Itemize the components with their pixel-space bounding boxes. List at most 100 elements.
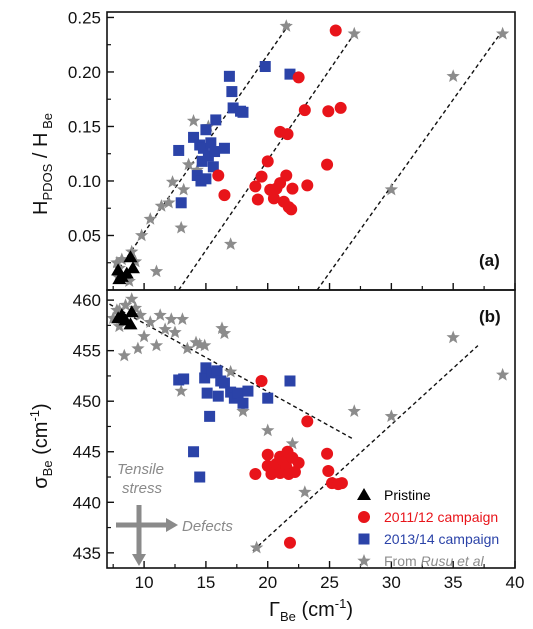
panel-b-ylabel: σBe (cm-1) xyxy=(27,403,55,488)
panel-a-point-2013-14-campaign-21 xyxy=(259,61,271,73)
panel-b-point-2011-12-campaign-15 xyxy=(292,456,305,469)
panel-b-point-from-rusu-et-al-18 xyxy=(175,312,190,325)
panel-b-ytick-label-2: 445 xyxy=(73,443,101,462)
panel-b-point-from-rusu-et-al-17 xyxy=(174,384,188,397)
panel-a-point-from-rusu-et-al-0 xyxy=(110,255,124,269)
panel-a-point-from-rusu-et-al-6 xyxy=(125,244,139,258)
panel-b-point-from-rusu-et-al-2 xyxy=(112,303,126,316)
panel-b-point-from-rusu-et-al-3 xyxy=(112,319,126,333)
annotation-defects: Defects xyxy=(182,518,233,535)
panel-b-ylabel-unit-sup: -1 xyxy=(27,410,42,422)
panel-b-point-2013-14-campaign-14 xyxy=(237,397,249,409)
panel-a-frame xyxy=(106,11,516,291)
panel-b-point-2013-14-campaign-15 xyxy=(242,385,254,397)
panel-a-point-from-rusu-et-al-17 xyxy=(186,114,201,127)
legend-symbol-2011-campaign xyxy=(358,511,370,523)
panel-b-xlabel-unit-close: ) xyxy=(346,599,353,621)
panel-a-ylabel-sub1: PDOS xyxy=(40,163,55,200)
panel-a-point-pristine-5 xyxy=(112,272,127,285)
panel-b-point-from-rusu-et-al-22 xyxy=(198,338,212,352)
panel-b-point-2013-14-campaign-2 xyxy=(199,372,211,384)
panel-a-point-from-rusu-et-al-12 xyxy=(162,195,176,209)
panel-b-point-2013-14-campaign-13 xyxy=(232,387,244,399)
panel-a-point-2011-12-campaign-7 xyxy=(267,192,280,205)
panel-a-point-2013-14-campaign-7 xyxy=(197,142,209,154)
panel-b-point-2013-14-campaign-7 xyxy=(211,365,223,377)
panel-a-point-from-rusu-et-al-20 xyxy=(224,237,238,250)
panel-b-ytick-label-0: 435 xyxy=(73,544,101,563)
panel-a-point-2013-14-campaign-6 xyxy=(196,155,208,167)
panel-a-point-2011-12-campaign-21 xyxy=(322,105,335,118)
panel-a-point-2013-14-campaign-13 xyxy=(209,146,221,158)
panel-b-point-pristine-2 xyxy=(123,317,138,330)
panel-b-ylabel-main: σ xyxy=(30,476,52,489)
panel-a-point-2011-12-campaign-3 xyxy=(251,193,264,206)
panel-b-point-pristine-4 xyxy=(111,311,126,324)
panel-b-point-from-rusu-et-al-30 xyxy=(298,485,312,498)
legend-rusu-prefix: From xyxy=(384,553,421,569)
panel-b-ylabel-unit-close: ) xyxy=(30,403,52,410)
annotation-stress: stress xyxy=(122,480,163,497)
panel-b-ytick-label-3: 450 xyxy=(73,392,101,411)
panel-a-point-from-rusu-et-al-11 xyxy=(154,199,169,212)
panel-a-point-2011-12-campaign-22 xyxy=(329,24,342,37)
panel-b-trend-line-2 xyxy=(252,345,479,552)
legend: Pristine 2011/12 campaign 2013/14 campai… xyxy=(357,487,499,569)
legend-symbol-rusu xyxy=(357,554,371,567)
panel-b-point-from-rusu-et-al-6 xyxy=(125,292,139,305)
panel-a-point-2013-14-campaign-14 xyxy=(210,114,222,126)
panel-b-point-from-rusu-et-al-15 xyxy=(164,312,178,325)
panel-b-point-from-rusu-et-al-16 xyxy=(168,325,182,339)
panel-b-point-2013-14-campaign-16 xyxy=(262,392,274,404)
panel-a-point-from-rusu-et-al-3 xyxy=(115,252,129,266)
panel-b-point-from-rusu-et-al-0 xyxy=(106,311,120,324)
panel-b-axes: 435 440 445 450 455 460 10 15 20 25 30 35 40 xyxy=(73,289,524,592)
panel-a-axes: 0.05 0.10 0.15 0.20 0.25 xyxy=(68,8,516,291)
panel-a-point-2013-14-campaign-17 xyxy=(226,86,238,98)
panel-b-xlabel-main: Γ xyxy=(269,599,280,621)
panel-b-point-2011-12-campaign-16 xyxy=(301,415,314,428)
panel-a-ytick-label-1: 0.10 xyxy=(68,172,101,191)
panel-a-point-from-rusu-et-al-13 xyxy=(165,175,180,188)
panel-a-ylabel-mid: / H xyxy=(30,133,52,164)
panel-a-ytick-label-2: 0.15 xyxy=(68,117,101,136)
panel-b-xlabel-unit-sup: -1 xyxy=(335,596,347,611)
legend-symbol-pristine xyxy=(357,488,371,500)
panel-b-xtick-label-3: 25 xyxy=(320,573,339,592)
panel-b-point-2013-14-campaign-3 xyxy=(200,362,212,374)
panel-a-ytick-label-3: 0.20 xyxy=(68,63,101,82)
panel-b-point-2013-14-campaign-19 xyxy=(178,373,190,385)
panel-a-point-2013-14-campaign-8 xyxy=(200,173,212,185)
panel-b-point-2011-12-campaign-2 xyxy=(261,448,274,461)
panel-b-point-2011-12-campaign-21 xyxy=(335,477,348,490)
panel-a-point-2011-12-campaign-2 xyxy=(249,180,262,193)
panel-b-xtick-label-2: 20 xyxy=(258,573,277,592)
panel-b-point-2013-14-campaign-1 xyxy=(194,471,206,483)
panel-a-point-from-rusu-et-al-8 xyxy=(135,228,149,242)
panel-a-point-from-rusu-et-al-14 xyxy=(174,220,188,234)
legend-2011-campaign: 2011/12 campaign xyxy=(384,509,498,525)
panel-b-point-from-rusu-et-al-24 xyxy=(215,321,229,335)
panel-a-point-2013-14-campaign-0 xyxy=(173,144,185,156)
panel-b-point-from-rusu-et-al-19 xyxy=(180,341,194,355)
panel-b-point-2013-14-campaign-5 xyxy=(204,410,216,422)
panel-a-marks xyxy=(110,19,510,291)
panel-b-label: (b) xyxy=(479,307,501,326)
panel-b-marks xyxy=(106,292,510,554)
panel-b-point-from-rusu-et-al-4 xyxy=(117,348,131,362)
panel-b-point-from-rusu-et-al-20 xyxy=(189,335,203,349)
panel-a-point-2011-12-campaign-17 xyxy=(292,71,305,84)
panel-a-point-2011-12-campaign-1 xyxy=(218,189,231,202)
panel-b-point-from-rusu-et-al-26 xyxy=(224,364,238,378)
panel-b-point-2013-14-campaign-4 xyxy=(201,387,213,399)
legend-pristine: Pristine xyxy=(384,487,431,503)
legend-symbols xyxy=(357,488,371,567)
panel-b-point-from-rusu-et-al-35 xyxy=(249,540,264,554)
panel-b-point-2011-12-campaign-17 xyxy=(321,447,334,460)
panel-a-ylabel-main1: H xyxy=(30,201,52,215)
panel-a-point-from-rusu-et-al-21 xyxy=(279,19,293,32)
panel-b-point-from-rusu-et-al-29 xyxy=(285,436,300,450)
panel-a-ylabel-sub2: Be xyxy=(40,113,55,133)
panel-a-point-2013-14-campaign-2 xyxy=(188,131,200,143)
